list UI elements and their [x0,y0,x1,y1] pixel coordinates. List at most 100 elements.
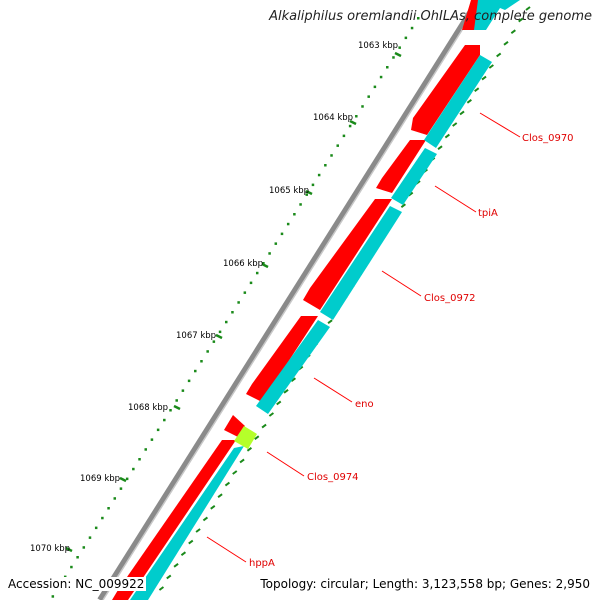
minor-tick-dot [237,301,240,304]
inner-tick-mark [254,435,260,441]
tick-label: 1064 kbp [313,113,353,123]
inner-tick-mark [276,400,282,406]
major-tick-mark [173,404,181,411]
minor-tick-dot [231,311,234,314]
minor-tick-dot [94,526,98,530]
minor-tick-dot [125,477,129,481]
minor-tick-dot [169,409,172,412]
inner-tick-mark [224,481,231,487]
minor-tick-dot [63,575,67,579]
genome-backbone [97,0,481,602]
gene-label: Clos_0972 [424,293,476,304]
inner-tick-mark [496,52,502,58]
tick-label: 1069 kbp [80,474,120,484]
inner-tick-mark [481,75,487,81]
minor-tick-dot [218,330,222,334]
genome-title: Alkaliphilus oremlandii OhILAs, complete… [269,9,592,24]
gene-label: Clos_0974 [307,472,359,483]
minor-tick-dot [138,458,141,461]
minor-tick-dot [262,262,265,265]
inner-tick-mark [202,516,209,522]
cds-forward-5 [246,316,318,402]
minor-tick-dot [379,75,383,79]
minor-tick-dot [330,154,333,157]
inner-tick-mark [525,6,531,11]
minor-tick-dot [76,556,79,559]
minor-tick-dot [51,595,55,598]
minor-tick-dot [274,242,278,245]
tick-label: 1068 kbp [128,403,168,413]
minor-tick-dot [70,565,73,569]
inner-tick-mark [444,133,450,139]
minor-tick-dot [398,46,401,49]
minor-tick-dot [132,467,135,471]
inner-tick-mark [290,377,297,383]
minor-tick-dot [243,291,247,294]
gene-label: tpiA [478,208,498,219]
cds-forward-2 [411,45,480,135]
cds-forward-track [112,0,502,600]
inner-tick-mark [400,203,406,208]
major-tick-mark [65,546,73,553]
accession-label: Accession: NC_009922 [6,577,147,591]
major-tick-mark [119,476,127,483]
tick-label: 1070 kbp [30,544,70,554]
gene-clos-0974-shape [234,426,257,449]
cds-forward-3 [376,140,426,193]
gene-leader-line [479,112,521,138]
minor-tick-dot [181,389,185,392]
inner-tick-mark [188,539,194,545]
inner-tick-mark [459,110,465,116]
minor-tick-dot [299,203,302,206]
minor-tick-dot [286,222,290,226]
inner-tick-mark [180,551,187,557]
minor-tick-dot [268,252,271,255]
inner-tick-mark [327,319,333,325]
minor-tick-dot [404,36,408,40]
tick-label: 1066 kbp [223,259,263,269]
inner-tick-mark [488,64,494,69]
minor-tick-dot [317,173,321,177]
minor-tick-dot [355,115,358,118]
minor-tick-dot [367,95,370,98]
minor-tick-dot [82,546,86,549]
minor-tick-dot [175,399,178,402]
inner-tick-mark [239,458,245,464]
minor-tick-dot [361,105,364,108]
minor-tick-dot [224,320,228,324]
inner-tick-mark [217,493,223,499]
minor-tick-dot [101,516,104,520]
inner-tick-mark [503,40,509,46]
major-ticks: 1063 kbp 1064 kbp 1065 kbp 1066 kbp 1067 kbp… [30,41,402,554]
inner-tick-mark [246,446,253,452]
minor-tick-dot [187,379,191,383]
gene-leader-line [266,451,305,477]
minor-tick-dot [212,340,216,343]
minor-tick-dot [88,536,92,539]
minor-tick-dot [417,17,420,20]
inner-tick-mark [518,17,524,23]
gene-label: Clos_0970 [522,133,574,144]
inner-tick-mark [195,528,201,533]
gene-leader-line [313,377,353,403]
minor-tick-dot [194,369,197,373]
minor-tick-dot [249,281,253,285]
minor-tick-dot [342,134,346,138]
minor-tick-dot [410,26,414,30]
minor-tick-dot [324,164,327,167]
cds-reverse-5 [256,320,330,414]
tick-label: 1065 kbp [269,186,309,196]
minor-tick-dot [156,428,160,432]
inner-tick-mark [510,29,516,35]
inner-tick-mark [268,412,275,417]
inner-tick-mark [232,470,238,475]
minor-tick-dot [305,193,309,196]
cds-forward-6 [224,415,245,437]
cds-reverse-track [130,0,520,600]
gene-leader-line [206,536,247,563]
gene-label: hppA [249,558,275,569]
minor-tick-dot [150,438,154,441]
minor-tick-dot [200,360,203,363]
